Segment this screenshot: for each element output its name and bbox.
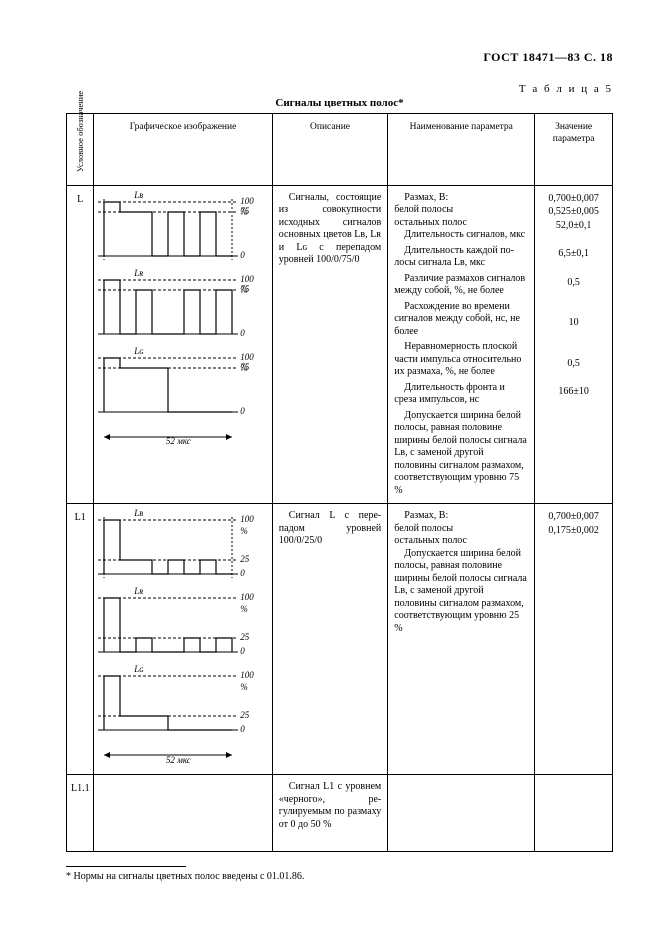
waveform-lr [98,272,258,342]
waveform-lg [98,668,258,738]
footnote: * Нормы на сигналы цветных полос введены… [66,871,613,882]
label-lr: Lʀ [134,268,143,279]
col-header-graphic: Графическое изображение [94,114,272,186]
symbol-cell: L1 [67,504,94,775]
level-75: 75 [240,362,249,373]
level-0: 0 [240,568,245,579]
label-lg: Lɢ [134,346,143,357]
level-25: 25 [240,554,249,565]
table-header-row: Условное обозначение Графическое изображ… [67,114,613,186]
table-row: L1 Lʙ 1 [67,504,613,775]
col-header-param: Наименование параметра [388,114,535,186]
value-cell: 0,700±0,007 0,525±0,005 52,0±0,1 6,5±0,1… [535,185,613,504]
level-100: 100 % [240,670,258,693]
value-cell [535,775,613,852]
parameter-cell: Размах, В: белой полосы остальных полос … [388,185,535,504]
label-lr: Lʀ [134,586,143,597]
col-header-symbol: Условное обозначение [67,114,94,186]
graphic-cell: Lʙ 100 % 25 0 Lʀ [94,504,272,775]
signals-table: Условное обозначение Графическое изображ… [66,113,613,852]
level-100: 100 % [240,592,258,615]
table-row: L Lʙ [67,185,613,504]
footnote-rule [66,866,186,867]
page: ГОСТ 18471—83 С. 18 Т а б л и ц а 5 Сигн… [0,0,661,936]
parameter-cell: Размах, В: белой полосы остальных полос … [388,504,535,775]
waveform-lb [98,512,258,582]
level-0: 0 [240,328,245,339]
level-0: 0 [240,250,245,261]
level-25: 25 [240,632,249,643]
description-cell: Сигнал L1 с уров­нем «черного», ре­гулир… [272,775,387,852]
table-row: L1.1 Сигнал L1 с уров­нем «черного», ре­… [67,775,613,852]
level-0: 0 [240,724,245,735]
parameter-cell [388,775,535,852]
graphic-cell: Lʙ 100 % 75 0 [94,185,272,504]
table-caption: Сигналы цветных полос* [66,97,613,109]
label-lb: Lʙ [134,508,143,519]
level-0: 0 [240,646,245,657]
label-lg: Lɢ [134,664,143,675]
waveform-lr [98,590,258,660]
symbol-cell: L1.1 [67,775,94,852]
waveform-lg [98,350,258,420]
waveform-lb [98,194,258,264]
graphic-cell [94,775,272,852]
description-cell: Сигнал L с пере­падом уровней 100/0/25/0 [272,504,387,775]
page-header: ГОСТ 18471—83 С. 18 [66,50,613,65]
col-header-value: Значение параметра [535,114,613,186]
level-75: 75 [240,284,249,295]
value-cell: 0,700±0,007 0,175±0,002 [535,504,613,775]
level-75: 75 [240,206,249,217]
col-header-desc: Описание [272,114,387,186]
description-cell: Сигналы, состоя­щие из совокупности исхо… [272,185,387,504]
level-25: 25 [240,710,249,721]
label-lb: Lʙ [134,190,143,201]
table-number: Т а б л и ц а 5 [66,83,613,95]
level-100: 100 % [240,514,258,537]
level-0: 0 [240,406,245,417]
symbol-cell: L [67,185,94,504]
